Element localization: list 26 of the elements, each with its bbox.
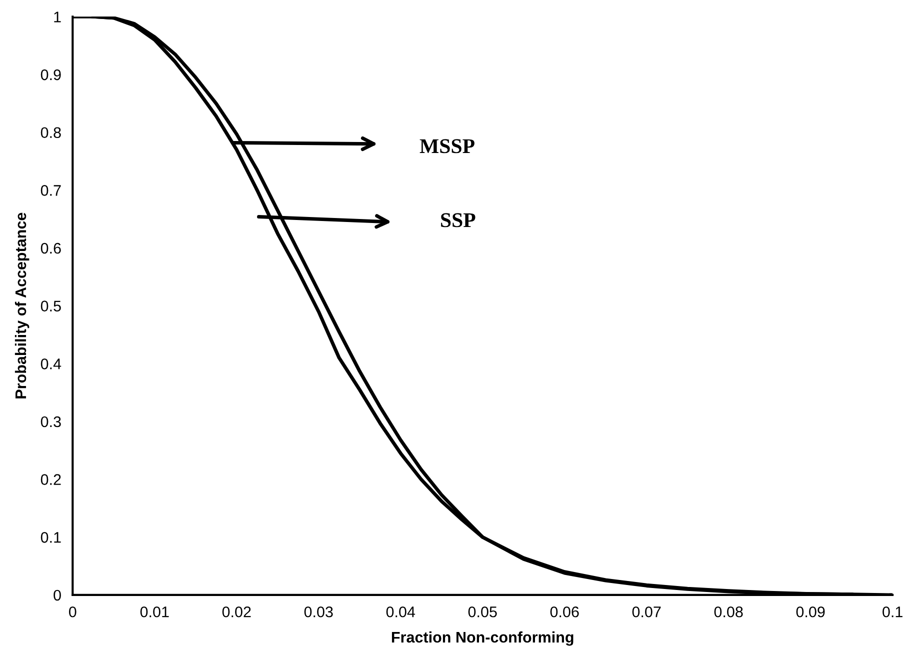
x-tick-label: 0.02: [222, 606, 251, 618]
x-tick-label: 0.01: [140, 606, 169, 618]
y-axis-title: Probability of Acceptance: [14, 212, 30, 398]
y-tick-label: 0.5: [40, 300, 61, 312]
x-tick-label: 0.06: [550, 606, 579, 618]
y-tick-label: 0.6: [40, 242, 61, 254]
x-tick-label: 0: [68, 606, 76, 618]
y-tick-label: 0.8: [40, 127, 61, 138]
x-tick-label: 0.07: [632, 606, 661, 618]
annotation: SSP: [441, 213, 476, 228]
y-tick-label: 0.1: [40, 532, 61, 543]
y-tick-label: 0.7: [40, 185, 61, 196]
x-tick-label: 0.1: [882, 606, 902, 618]
y-tick-label: 0.3: [40, 416, 61, 428]
annotation: MSSP: [420, 139, 474, 154]
x-tick-label: 0.04: [386, 606, 416, 618]
y-tick-label: 0: [54, 590, 61, 601]
y-tick-label: 0.2: [40, 474, 61, 485]
y-tick-label: 0.9: [40, 69, 61, 80]
y-tick-label: 1: [54, 12, 61, 22]
x-tick-label: 0.08: [714, 606, 743, 618]
y-tick-label: 0.4: [40, 358, 62, 370]
x-tick-label: 0.03: [304, 606, 333, 618]
x-axis-title: Fraction Non-conforming: [392, 631, 574, 646]
x-tick-label: 0.05: [468, 606, 497, 618]
x-tick-label: 0.09: [796, 606, 825, 618]
